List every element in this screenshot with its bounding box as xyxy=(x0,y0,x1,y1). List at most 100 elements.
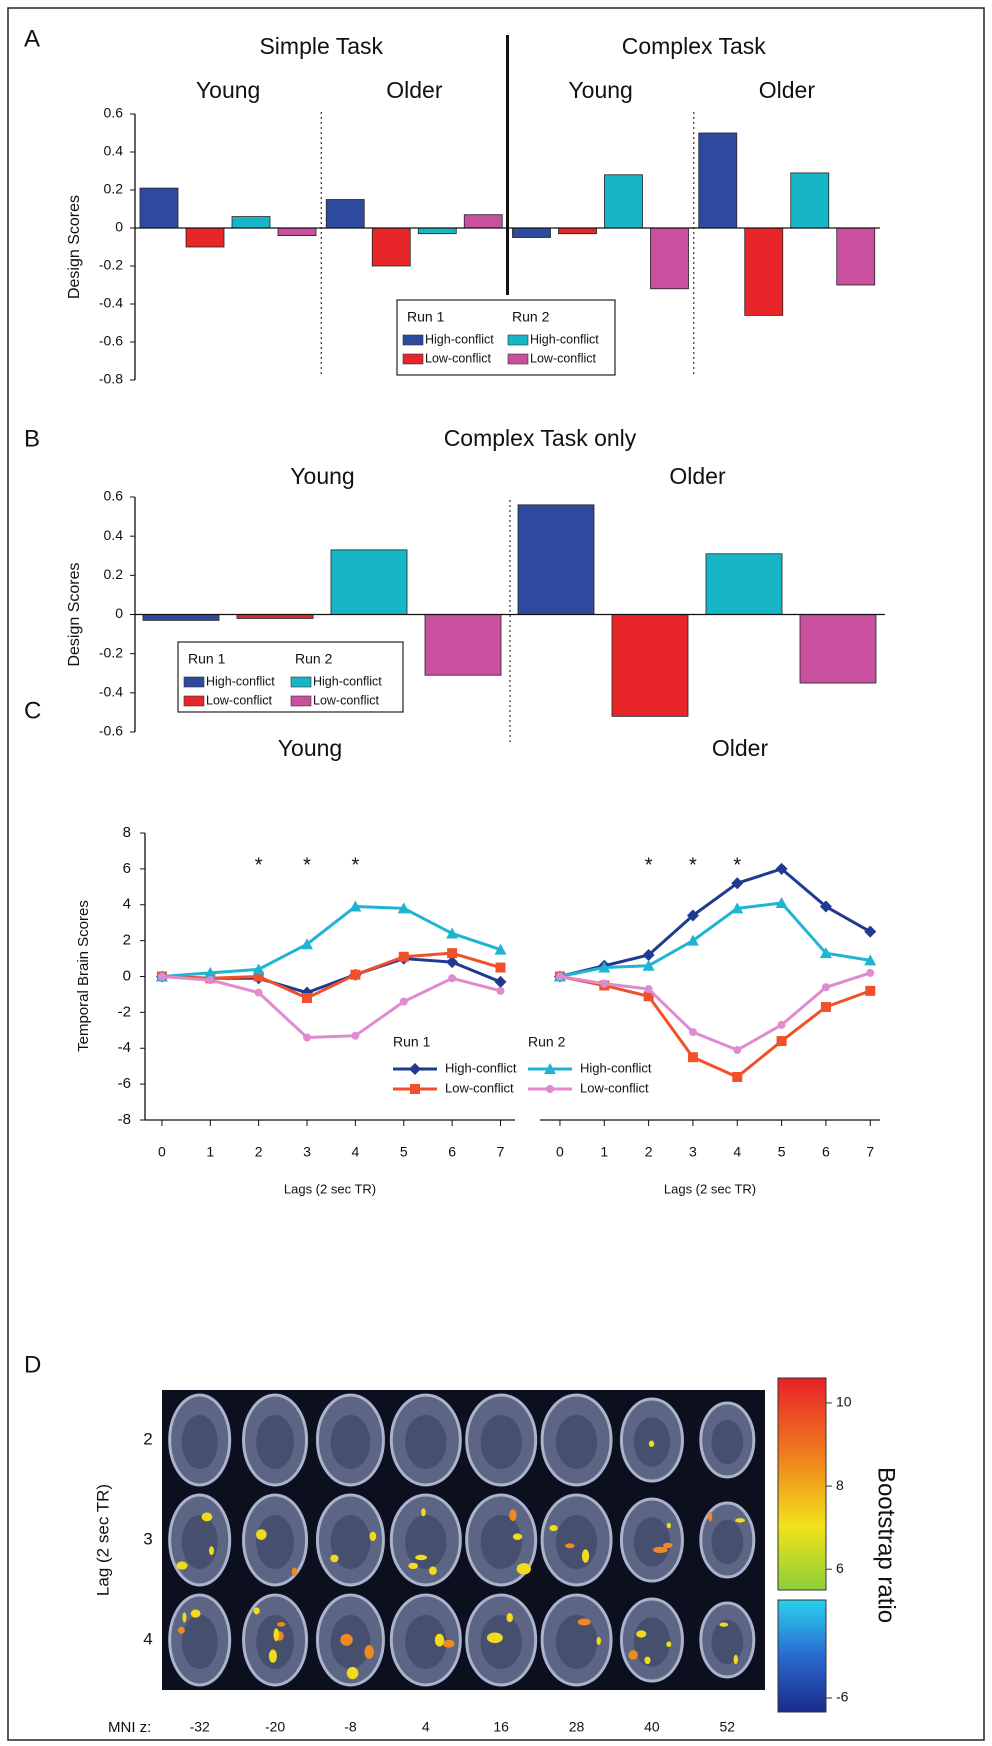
legend-label: Low-conflict xyxy=(206,693,273,707)
x-axis-title: Lags (2 sec TR) xyxy=(284,1181,376,1196)
chart-title: Older xyxy=(712,735,769,761)
colorbar-tick-label: 10 xyxy=(836,1394,852,1410)
legend-swatch xyxy=(402,353,424,365)
chart-title: Young xyxy=(278,735,342,761)
point xyxy=(775,862,788,875)
y-axis-title: Design Scores xyxy=(66,562,83,666)
point xyxy=(642,948,655,961)
legend-label: High-conflict xyxy=(425,332,494,346)
legend-box xyxy=(177,641,404,713)
bar xyxy=(799,614,877,684)
point xyxy=(776,1036,787,1047)
bar xyxy=(463,214,503,229)
row-label: 2 xyxy=(143,1429,152,1448)
point xyxy=(204,966,217,978)
activation-blob xyxy=(516,1563,531,1575)
y-tick-label: 2 xyxy=(123,932,131,949)
brain-interior xyxy=(480,1515,522,1569)
activation-blob xyxy=(644,1656,651,1665)
x-tick-label: 7 xyxy=(866,1144,874,1160)
legend-label: Low-conflict xyxy=(580,1080,649,1095)
activation-blob xyxy=(177,1626,185,1634)
point xyxy=(302,993,313,1004)
brain-interior xyxy=(555,1515,598,1569)
x-axis-title: MNI z: xyxy=(108,1719,151,1736)
legend-title: Run 2 xyxy=(295,651,333,667)
column-label: 52 xyxy=(720,1719,736,1735)
point xyxy=(731,902,744,914)
y-axis-title: Design Scores xyxy=(66,195,83,299)
y-tick-label: 0.4 xyxy=(104,143,124,159)
point xyxy=(448,974,457,983)
point xyxy=(643,991,654,1002)
legend-label: High-conflict xyxy=(530,332,599,346)
y-tick-label: -0.2 xyxy=(99,257,123,273)
y-tick-label: 0.2 xyxy=(104,566,124,582)
legend-title: Run 2 xyxy=(528,1034,566,1050)
activation-blob xyxy=(636,1630,647,1638)
activation-blob xyxy=(663,1542,673,1549)
x-tick-label: 1 xyxy=(600,1144,608,1160)
legend-label: High-conflict xyxy=(206,674,275,688)
point xyxy=(642,959,655,971)
brain-interior xyxy=(181,1515,218,1569)
brain-interior xyxy=(330,1515,371,1569)
bar xyxy=(325,199,365,229)
activation-blob xyxy=(268,1649,277,1663)
legend-title: Run 1 xyxy=(407,309,445,325)
row-label: 4 xyxy=(143,1629,152,1648)
y-tick-label: 6 xyxy=(123,860,131,877)
legend-swatch xyxy=(290,695,312,707)
significance-mark: * xyxy=(645,854,653,876)
series-line xyxy=(161,975,501,1039)
point xyxy=(686,909,699,922)
x-tick-label: 0 xyxy=(556,1144,564,1160)
series-line xyxy=(559,975,871,1079)
colorbar-positive xyxy=(777,1377,827,1591)
x-tick-label: 2 xyxy=(645,1144,653,1160)
bar xyxy=(142,614,220,621)
x-tick-label: 3 xyxy=(689,1144,697,1160)
significance-mark: * xyxy=(351,854,359,876)
y-tick-label: 0.4 xyxy=(104,527,124,543)
bar xyxy=(790,172,830,229)
y-tick-label: 8 xyxy=(123,824,131,841)
colorbar-tick-label: 6 xyxy=(836,1560,844,1576)
activation-blob xyxy=(628,1650,638,1660)
point xyxy=(864,925,877,938)
y-tick-label: -0.6 xyxy=(99,723,123,739)
y-tick-label: -2 xyxy=(118,1003,131,1020)
point xyxy=(775,896,788,908)
task-title: Complex Task xyxy=(622,33,767,59)
y-tick-label: 0.2 xyxy=(104,181,124,197)
column-label: -20 xyxy=(265,1719,285,1735)
point xyxy=(398,951,409,962)
legend-swatch xyxy=(290,676,312,688)
y-tick-label: 0 xyxy=(115,605,123,621)
task-title: Simple Task xyxy=(259,33,383,59)
y-tick-label: 0 xyxy=(123,967,131,984)
brain-interior xyxy=(480,1415,522,1469)
panel-label: B xyxy=(24,425,40,452)
point xyxy=(819,900,832,913)
activation-blob xyxy=(428,1566,437,1575)
activation-blob xyxy=(408,1562,419,1570)
colorbar-tick-label: 8 xyxy=(836,1477,844,1493)
point xyxy=(301,938,314,950)
x-axis-title: Lags (2 sec TR) xyxy=(664,1181,756,1196)
activation-blob xyxy=(256,1529,267,1540)
series-line xyxy=(161,951,501,1000)
point xyxy=(686,934,699,946)
significance-mark: * xyxy=(689,854,697,876)
point xyxy=(253,971,264,982)
legend-label: Low-conflict xyxy=(530,351,597,365)
point xyxy=(733,1046,742,1055)
activation-blob xyxy=(369,1531,377,1542)
activation-blob xyxy=(421,1508,426,1517)
significance-mark: * xyxy=(303,854,311,876)
y-tick-label: -6 xyxy=(118,1075,131,1092)
x-tick-label: 3 xyxy=(303,1144,311,1160)
bar xyxy=(705,553,783,615)
